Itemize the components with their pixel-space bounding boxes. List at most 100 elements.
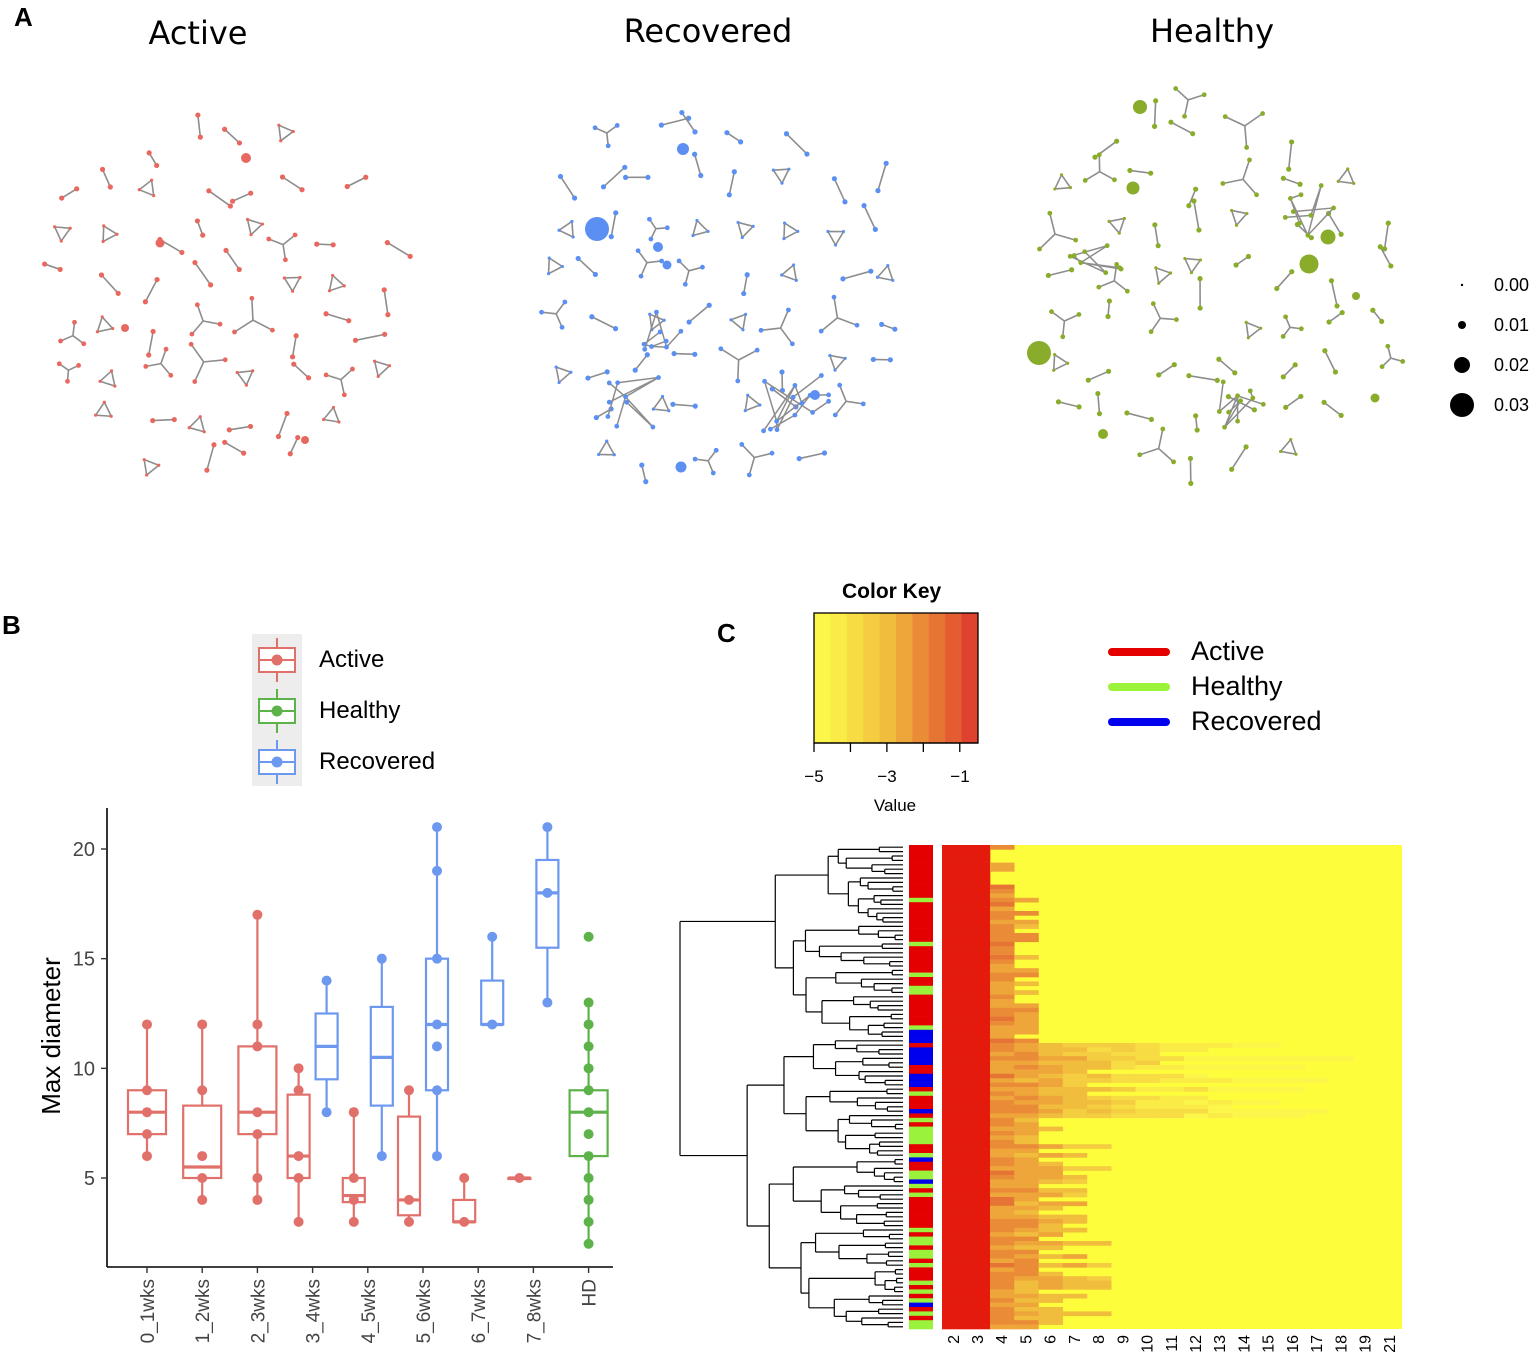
network-edge (608, 376, 659, 403)
heatmap-cell (1062, 1276, 1088, 1281)
network-node (649, 344, 654, 349)
network-node (1352, 181, 1356, 185)
network-node (1259, 326, 1263, 330)
network-node (1308, 235, 1314, 241)
network-node (608, 234, 614, 240)
heatmap-cell (1038, 1227, 1064, 1233)
heatmap-cell (942, 1157, 967, 1163)
heatmap-cell (1038, 1051, 1064, 1057)
network-node (663, 338, 669, 344)
heatmap-cell (1038, 1315, 1064, 1321)
network-node (249, 295, 255, 301)
heatmap-cell (942, 972, 967, 978)
heatmap-cell (1135, 1047, 1160, 1053)
network-node (1243, 444, 1249, 450)
network-node (293, 333, 299, 339)
network-edge (137, 178, 155, 197)
heatmap-cell (942, 1139, 967, 1145)
row-side-color (909, 915, 933, 921)
box-point (432, 822, 442, 833)
network-hub-node (1133, 100, 1147, 114)
box-point (197, 1151, 208, 1162)
heatmap-cell (1183, 1078, 1209, 1083)
network-node (1280, 374, 1286, 380)
heatmap-cell (1062, 1285, 1088, 1290)
heatmap-cell (1014, 1157, 1039, 1163)
network-edge (1048, 268, 1072, 277)
heatmap-cell (990, 1016, 1015, 1022)
heatmap-cell (990, 1113, 1015, 1119)
heatmap-cell (1014, 1043, 1039, 1048)
heatmap-cell (1014, 1298, 1039, 1303)
heatmap-cell (1256, 1087, 1282, 1092)
network-edge (355, 333, 385, 342)
row-side-color (909, 1104, 933, 1110)
heatmap-cell (1038, 1109, 1064, 1114)
network-node (557, 173, 564, 180)
heatmap-cell (1086, 1087, 1112, 1092)
network-edge (672, 403, 696, 407)
network-node (1321, 399, 1327, 405)
heatmap-cell (966, 972, 991, 978)
network-node (1196, 227, 1202, 233)
network-edge (1080, 261, 1122, 270)
network-edge (547, 256, 564, 276)
row-side-color (909, 1258, 933, 1264)
network-edge (268, 238, 284, 246)
network-node (774, 427, 780, 433)
network-node (1193, 413, 1199, 419)
heatmap-column-label: 14 (1236, 1335, 1253, 1353)
y-tick-label: 15 (73, 949, 95, 971)
heatmap-column-label: 8 (1091, 1335, 1108, 1344)
network-node (751, 224, 755, 228)
network-node (1400, 359, 1406, 364)
heatmap-cell (1014, 1179, 1039, 1185)
heatmap-cell (990, 1263, 1015, 1268)
network-node (115, 290, 121, 296)
heatmap-cell (1062, 1104, 1088, 1110)
network-node (818, 373, 824, 378)
network-node (1379, 364, 1385, 370)
heatmap-cell (1038, 1223, 1064, 1229)
box-point (583, 997, 594, 1008)
color-key-swatch (830, 613, 848, 743)
network-node (648, 312, 652, 316)
heatmap-cell (942, 1254, 967, 1259)
network-node (1246, 336, 1250, 340)
row-side-color (909, 1205, 933, 1211)
network-node (206, 188, 212, 194)
network-hub-node (301, 436, 309, 444)
network-node (761, 428, 766, 434)
box-point (404, 1216, 414, 1227)
network-node (796, 229, 800, 234)
heatmap-cell (990, 933, 1015, 938)
network-node (624, 399, 630, 405)
network-node (150, 328, 156, 335)
heatmap-cell (1038, 1047, 1064, 1053)
row-side-color (909, 1007, 933, 1013)
row-side-color (909, 858, 933, 863)
heatmap-cell (942, 981, 967, 987)
network-edge (1327, 213, 1342, 235)
network-edge (187, 415, 206, 433)
heatmap-cell (1038, 1073, 1064, 1079)
heatmap-cell (1135, 1113, 1160, 1119)
network-node (615, 380, 621, 386)
network-node (1076, 312, 1082, 317)
heatmap-column-label: 11 (1164, 1335, 1181, 1352)
color-key (813, 612, 979, 752)
heatmap-cell (1159, 1109, 1185, 1114)
heatmap-cell (990, 1223, 1015, 1229)
box-point (583, 1238, 594, 1249)
row-side-color (909, 893, 933, 899)
heatmap-cell (990, 972, 1015, 978)
heatmap-cell (990, 1100, 1015, 1105)
heatmap-cell (1208, 1109, 1233, 1114)
network-node (1078, 260, 1084, 266)
heatmap-cell (990, 1043, 1015, 1048)
heatmap-cell (942, 1179, 967, 1185)
network-node (1381, 246, 1388, 252)
heatmap-cell (966, 977, 991, 982)
network-edge (101, 169, 112, 188)
network-edge (1139, 447, 1159, 456)
